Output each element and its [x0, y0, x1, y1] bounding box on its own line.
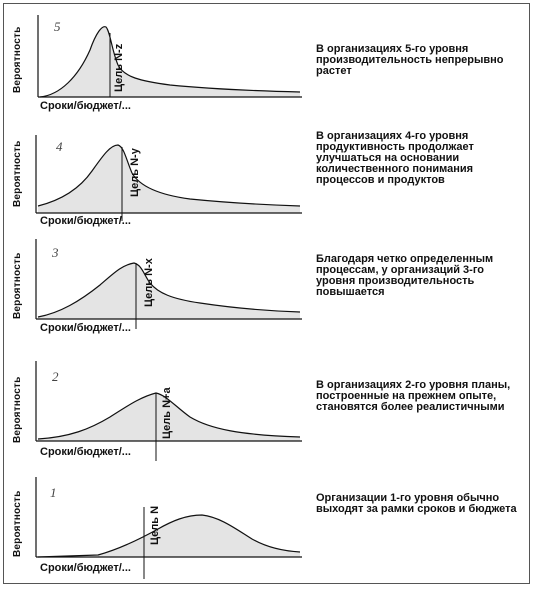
probability-curve-plot [37, 15, 302, 98]
level-number: 4 [56, 139, 63, 154]
distribution-area [38, 393, 300, 441]
y-axis-label: Вероятность [12, 140, 23, 207]
target-label: Цель N-z [113, 43, 125, 92]
x-axis-label: Сроки/бюджет/... [40, 446, 131, 458]
target-label: Цель N+a [161, 387, 173, 439]
probability-curve-plot [35, 477, 302, 579]
x-axis-label: Сроки/бюджет/... [40, 100, 131, 112]
level-description: В организациях 4-го уровня продуктивност… [316, 130, 474, 186]
target-label: Цель N-x [143, 258, 155, 307]
distribution-area [38, 145, 300, 213]
distribution-curve [37, 144, 301, 207]
panel-level-4: Вероятность Сроки/бюджет/... 4 Цель N-y … [0, 121, 527, 237]
probability-curve-plot [35, 135, 302, 221]
figure-frame [3, 3, 530, 584]
distribution-area [98, 515, 300, 557]
distribution-curve [37, 514, 301, 558]
distribution-area [40, 26, 300, 98]
level-description: В организациях 2-го уровня планы, постро… [316, 379, 511, 413]
panel-level-2: Вероятность Сроки/бюджет/... 2 Цель N+a … [0, 351, 527, 467]
probability-curve-plot [35, 361, 302, 461]
level-description: В организациях 5-го уровня производитель… [316, 43, 504, 77]
distribution-curve [37, 262, 301, 318]
level-description: Благодаря четко определенным процессам, … [316, 253, 494, 298]
level-number: 5 [54, 19, 61, 34]
y-axis-label: Вероятность [12, 376, 23, 443]
distribution-curve [39, 26, 301, 98]
x-axis-label: Сроки/бюджет/... [40, 215, 131, 227]
panel-level-3: Вероятность Сроки/бюджет/... 3 Цель N-x … [0, 235, 527, 351]
panel-level-1: Вероятность Сроки/бюджет/... 1 Цель N Ор… [0, 467, 527, 583]
y-axis-label: Вероятность [12, 26, 23, 93]
level-description: Организации 1-го уровня обычно выходят з… [316, 492, 517, 515]
target-label: Цель N [149, 505, 161, 545]
panel-level-5: Вероятность Сроки/бюджет/... 5 Цель N-z … [0, 5, 527, 121]
x-axis-label: Сроки/бюджет/... [40, 322, 131, 334]
y-axis-label: Вероятность [12, 490, 23, 557]
target-label: Цель N-y [129, 148, 141, 197]
probability-curve-plot [35, 239, 302, 329]
level-number: 3 [52, 245, 59, 260]
y-axis-label: Вероятность [12, 252, 23, 319]
level-number: 1 [50, 485, 57, 500]
level-number: 2 [52, 369, 59, 384]
distribution-area [38, 263, 300, 319]
x-axis-label: Сроки/бюджет/... [40, 562, 131, 574]
